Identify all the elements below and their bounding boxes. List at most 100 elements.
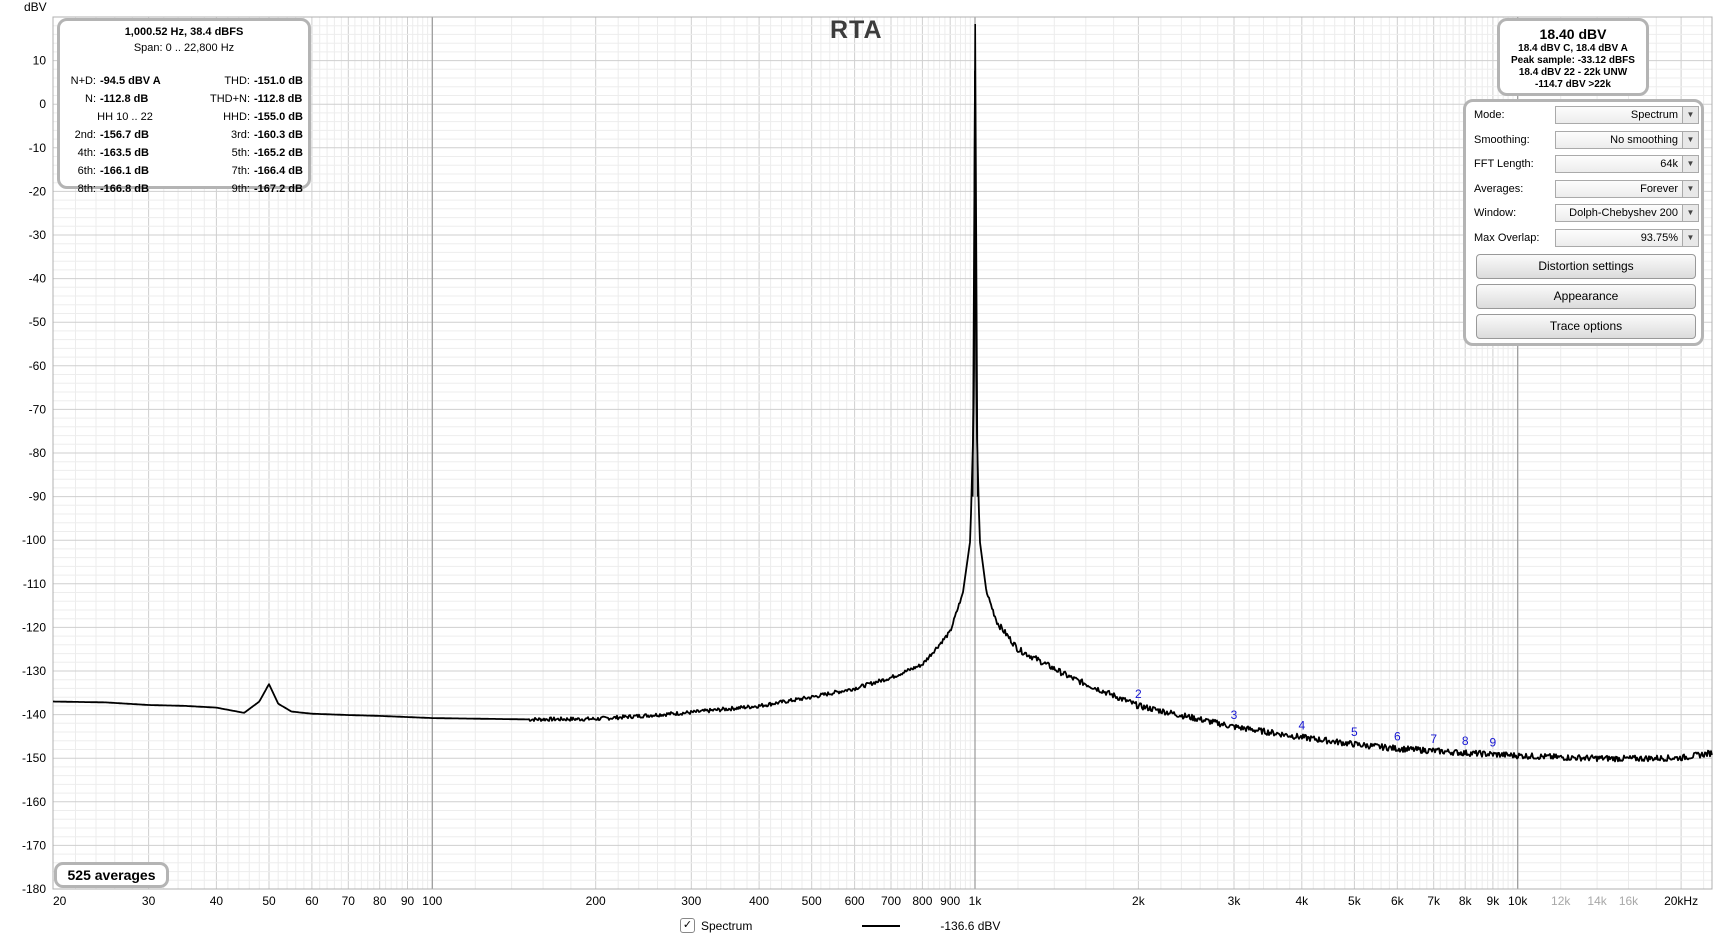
control-label: Max Overlap: — [1474, 231, 1540, 244]
stats-header-frequency: 1,000.52 Hz, 38.4 dBFS — [124, 26, 244, 38]
x-tick-label: 800 — [912, 894, 932, 908]
level-readout-panel: 18.40 dBV 18.4 dBV C, 18.4 dBV A Peak sa… — [1497, 18, 1649, 96]
distortion-stats-panel: 1,000.52 Hz, 38.4 dBFS Span: 0 .. 22,800… — [57, 18, 311, 195]
stats-value: -166.8 dB — [100, 183, 149, 195]
harmonic-marker: 2 — [1135, 687, 1142, 701]
y-tick-label: -70 — [29, 402, 47, 416]
stats-header-span: Span: 0 .. 22,800 Hz — [133, 42, 235, 54]
harmonic-marker: 8 — [1462, 734, 1469, 748]
control-dropdown[interactable]: Dolph-Chebyshev 200 ▼ — [1555, 204, 1699, 222]
stats-value: -166.1 dB — [100, 165, 149, 177]
control-dropdown[interactable]: Spectrum ▼ — [1555, 106, 1699, 124]
y-tick-label: -130 — [22, 664, 46, 678]
legend-value: -136.6 dBV — [940, 918, 1001, 933]
chevron-down-icon[interactable]: ▼ — [1682, 156, 1698, 172]
stats-label: 8th: — [77, 183, 96, 195]
x-tick-label: 80 — [373, 894, 387, 908]
trace-options-button[interactable]: Trace options — [1476, 314, 1696, 339]
x-tick-label: 40 — [210, 894, 224, 908]
control-row: Window: Dolph-Chebyshev 200 ▼ — [1474, 203, 1699, 223]
control-row: Max Overlap: 93.75% ▼ — [1474, 228, 1699, 248]
appearance-button[interactable]: Appearance — [1476, 284, 1696, 309]
x-tick-label: 700 — [881, 894, 901, 908]
chevron-down-icon[interactable]: ▼ — [1682, 131, 1698, 148]
x-tick-label: 16k — [1619, 894, 1639, 908]
x-tick-label: 300 — [681, 894, 701, 908]
stats-label: 6th: — [77, 165, 96, 177]
control-row: Smoothing: No smoothing ▼ — [1474, 130, 1699, 150]
control-row: Mode: Spectrum ▼ — [1474, 105, 1699, 125]
y-axis-unit: dBV — [24, 0, 47, 14]
control-dropdown[interactable]: 64k ▼ — [1555, 155, 1699, 173]
level-unweighted: 18.4 dBV 22 - 22k UNW — [1518, 67, 1628, 78]
stats-value: -155.0 dB — [254, 111, 303, 123]
spectrum-peak — [971, 23, 979, 497]
stats-value: -94.5 dBV A — [100, 75, 161, 87]
control-value: 64k — [1660, 158, 1678, 170]
x-tick-label: 4k — [1295, 894, 1309, 908]
harmonic-marker: 6 — [1394, 730, 1401, 744]
y-tick-label: -180 — [22, 882, 46, 896]
stats-label: 5th: — [231, 147, 250, 159]
distortion-settings-button[interactable]: Distortion settings — [1476, 254, 1696, 279]
control-label: Window: — [1474, 207, 1517, 219]
stats-value: -165.2 dB — [254, 147, 303, 159]
stats-value: -166.4 dB — [254, 165, 303, 177]
level-main: 18.40 dBV — [1539, 26, 1607, 42]
level-above-22k: -114.7 dBV >22k — [1535, 79, 1611, 90]
x-tick-label: 20 — [53, 894, 67, 908]
x-tick-label: 90 — [401, 894, 415, 908]
x-tick-label: 200 — [586, 894, 606, 908]
y-tick-label: -170 — [22, 838, 46, 852]
control-dropdown[interactable]: 93.75% ▼ — [1555, 228, 1699, 247]
y-tick-label: -60 — [29, 359, 47, 373]
x-tick-label: 12k — [1551, 894, 1571, 908]
chevron-down-icon[interactable]: ▼ — [1682, 107, 1698, 123]
chevron-down-icon[interactable]: ▼ — [1682, 180, 1698, 197]
stats-label: 2nd: — [74, 129, 96, 141]
y-tick-label: -80 — [29, 446, 47, 460]
control-value: Dolph-Chebyshev 200 — [1569, 207, 1678, 219]
chart-title: RTA — [830, 16, 883, 44]
chevron-down-icon[interactable]: ▼ — [1682, 205, 1698, 221]
chevron-down-icon[interactable]: ▼ — [1682, 229, 1698, 246]
spectrum-checkbox[interactable]: ✓ — [680, 918, 695, 933]
harmonic-marker: 9 — [1490, 735, 1497, 749]
x-tick-label: 1k — [969, 894, 983, 908]
stats-value: -112.8 dB — [100, 93, 149, 105]
x-tick-label: 30 — [142, 894, 156, 908]
control-label: Smoothing: — [1474, 133, 1530, 146]
y-tick-label: -100 — [22, 533, 46, 547]
harmonic-marker: 5 — [1351, 725, 1358, 739]
y-tick-label: -90 — [29, 490, 47, 504]
stats-label: 7th: — [231, 165, 250, 177]
stats-label: THD+N: — [209, 93, 250, 105]
y-tick-label: -160 — [22, 795, 46, 809]
x-tick-label: 60 — [305, 894, 319, 908]
x-tick-label: 600 — [845, 894, 865, 908]
y-tick-label: 0 — [39, 97, 46, 111]
stats-label: HH 10 .. 22 — [97, 111, 153, 123]
control-row: FFT Length: 64k ▼ — [1474, 154, 1699, 174]
stats-label: HHD: — [223, 111, 250, 123]
x-tick-label: 100 — [422, 894, 442, 908]
x-tick-label: 14k — [1587, 894, 1607, 908]
x-tick-label: 6k — [1391, 894, 1405, 908]
y-tick-label: -40 — [29, 272, 47, 286]
stats-value: -167.2 dB — [254, 183, 303, 195]
level-weighted: 18.4 dBV C, 18.4 dBV A — [1518, 43, 1628, 54]
control-label: FFT Length: — [1474, 158, 1534, 170]
stats-label: THD: — [224, 75, 250, 87]
control-value: Spectrum — [1630, 109, 1678, 121]
control-label: Averages: — [1474, 182, 1524, 195]
stats-value: -160.3 dB — [254, 129, 303, 141]
control-dropdown[interactable]: No smoothing ▼ — [1555, 130, 1699, 149]
x-tick-label: 20kHz — [1664, 894, 1698, 908]
x-tick-label: 500 — [802, 894, 822, 908]
control-dropdown[interactable]: Forever ▼ — [1555, 179, 1699, 198]
legend-series-name: Spectrum — [701, 918, 753, 933]
y-tick-label: -30 — [29, 228, 47, 242]
control-row: Averages: Forever ▼ — [1474, 179, 1699, 199]
control-label: Mode: — [1474, 109, 1505, 121]
control-value: No smoothing — [1610, 133, 1678, 146]
